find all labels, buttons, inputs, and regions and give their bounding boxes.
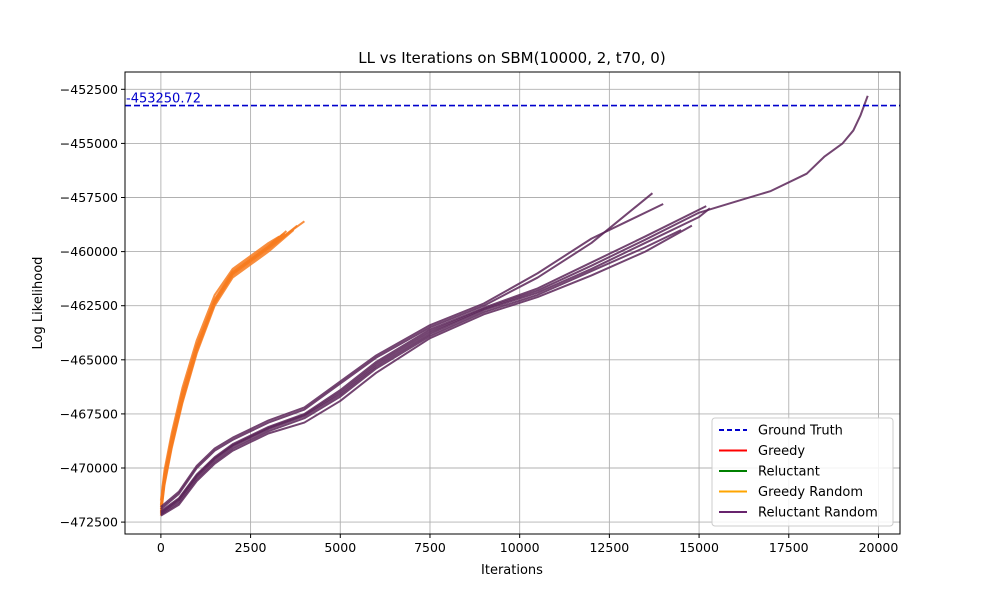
series-line-reluctant-random: [160, 203, 664, 508]
series-reluctant-random: [160, 95, 869, 517]
series-line-greedy-random: [159, 229, 295, 516]
y-tick-label: −465000: [60, 352, 118, 367]
legend-label-greedy-random: Greedy Random: [758, 485, 863, 500]
y-tick-label: −455000: [60, 136, 118, 151]
y-axis-title: Log Likelihood: [31, 257, 46, 350]
series-line-greedy-random: [159, 231, 291, 514]
x-tick-label: 7500: [414, 540, 446, 555]
y-tick-label: −470000: [60, 461, 118, 476]
y-tick-label: −467500: [60, 406, 118, 421]
series-line-reluctant-random: [160, 229, 682, 516]
series-line-reluctant-random: [160, 224, 693, 517]
x-tick-label: 15000: [679, 540, 719, 555]
legend-box: [711, 417, 894, 527]
y-tick-label: −460000: [60, 244, 118, 259]
y-tick-label: −457500: [60, 190, 118, 205]
x-tick-label: 12500: [589, 540, 629, 555]
legend-label-reluctant: Reluctant: [758, 465, 820, 480]
y-tick-label: −452500: [60, 82, 118, 97]
legend-label-ground-truth: Ground Truth: [758, 424, 843, 439]
legend: Ground Truth Greedy Reluctant Greedy Random…: [711, 417, 894, 527]
legend-label-greedy: Greedy: [758, 444, 805, 459]
series-line-greedy-random: [159, 224, 298, 513]
x-axis-title: Iterations: [481, 563, 543, 578]
x-tick-label: 10000: [500, 540, 540, 555]
y-tick-label: −462500: [60, 298, 118, 313]
series-layer: [159, 95, 869, 517]
axis-ticks: 0 2500 5000 7500 10000 12500 15000 17500 20000 −4…: [60, 82, 899, 555]
series-line-greedy-random: [159, 233, 284, 505]
series-line-reluctant-random: [160, 192, 654, 510]
legend-label-reluctant-random: Reluctant Random: [758, 506, 878, 521]
x-tick-label: 20000: [859, 540, 899, 555]
x-tick-label: 0: [157, 540, 165, 555]
chart-title: LL vs Iterations on SBM(10000, 2, t70, 0…: [358, 49, 665, 67]
series-greedy-random: [159, 220, 305, 516]
x-tick-label: 17500: [769, 540, 809, 555]
ground-truth-label: -453250.72: [126, 92, 201, 107]
series-line-reluctant-random: [160, 95, 869, 514]
y-tick-label: −472500: [60, 515, 118, 530]
series-line-greedy-random: [159, 232, 286, 510]
x-tick-label: 2500: [235, 540, 267, 555]
series-line-greedy-random: [159, 235, 280, 501]
plot-frame: [124, 71, 901, 535]
series-line-greedy-random: [159, 230, 288, 508]
x-tick-label: 5000: [324, 540, 356, 555]
reference-layer: -453250.72: [125, 92, 900, 107]
